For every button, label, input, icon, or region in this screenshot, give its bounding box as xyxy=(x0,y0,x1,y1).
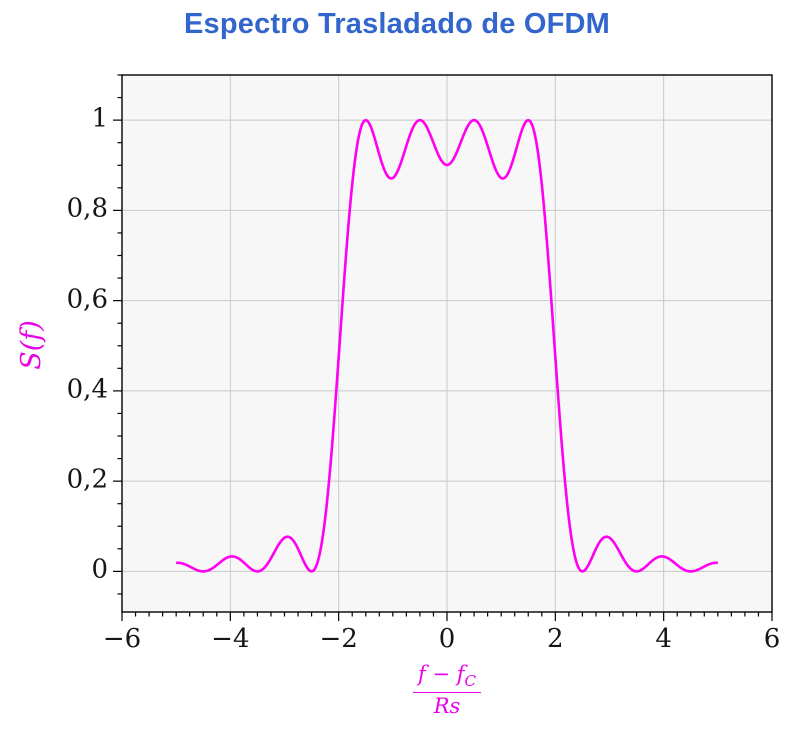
x-axis-label: f − fC Rs xyxy=(347,662,547,718)
y-tick-label: 0,4 xyxy=(66,374,108,405)
x-tick-label: 6 xyxy=(763,624,781,654)
grid-lines xyxy=(122,75,772,612)
y-axis-label: S(f) xyxy=(16,290,50,400)
y-tick-label: 0,6 xyxy=(66,284,108,315)
x-tick-label: −2 xyxy=(319,624,358,654)
x-tick-label: 4 xyxy=(655,624,672,654)
x-tick-label: −6 xyxy=(102,624,142,654)
x-tick-label: −4 xyxy=(211,624,250,654)
x-tick-label: 0 xyxy=(438,624,456,654)
y-tick-label: 0,8 xyxy=(66,193,108,224)
y-tick-label: 0,2 xyxy=(66,464,108,495)
plot-border xyxy=(121,74,773,613)
x-label-numerator: f − fC xyxy=(412,662,482,693)
x-axis-label-fraction: f − fC Rs xyxy=(412,662,482,718)
y-axis-label-text: S(f) xyxy=(16,320,47,370)
x-label-denominator: Rs xyxy=(433,693,461,718)
y-tick-label: 1 xyxy=(91,103,108,134)
x-tick-label: 2 xyxy=(547,624,564,654)
axis-ticks xyxy=(113,74,773,621)
y-tick-label: 0 xyxy=(91,554,108,585)
chart-title: Espectro Trasladado de OFDM xyxy=(184,8,610,40)
x-label-subscript: C xyxy=(464,672,477,691)
spectrum-curve xyxy=(175,118,719,573)
